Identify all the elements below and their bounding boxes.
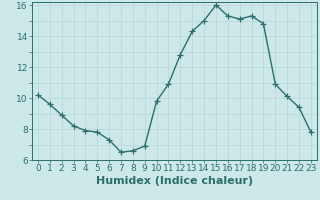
- X-axis label: Humidex (Indice chaleur): Humidex (Indice chaleur): [96, 176, 253, 186]
